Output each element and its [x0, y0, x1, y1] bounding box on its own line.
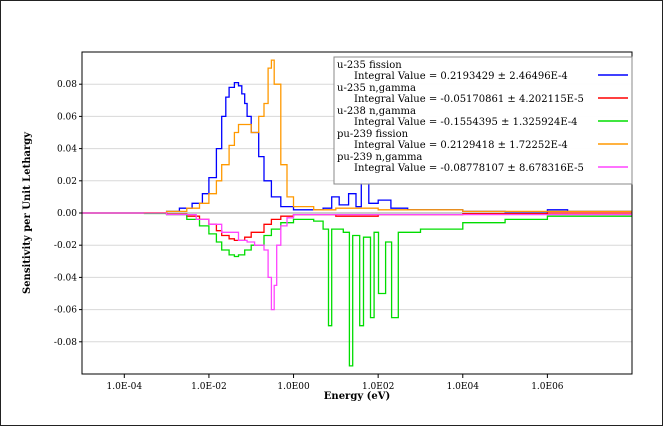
- legend-integral-value: Integral Value = 0.2129418 ± 1.72252E-4: [354, 140, 568, 151]
- y-tick-label: -0.04: [54, 273, 77, 283]
- legend-series-name: pu-239 n,gamma: [337, 152, 422, 163]
- legend-integral-value: Integral Value = -0.08778107 ± 8.678316E…: [354, 163, 584, 174]
- y-tick-label: 0.02: [57, 177, 77, 187]
- legend-integral-value: Integral Value = -0.05170861 ± 4.202115E…: [354, 94, 584, 105]
- x-tick-label: 1.0E02: [362, 382, 394, 392]
- y-tick-label: -0.08: [54, 338, 77, 348]
- y-tick-label: 0.06: [57, 112, 77, 122]
- y-tick-label: -0.06: [54, 306, 77, 316]
- series-line-3: [82, 59, 632, 214]
- legend-series-name: u-235 n,gamma: [337, 83, 416, 94]
- y-tick-label: -0.02: [54, 241, 77, 251]
- x-tick-label: 1.0E-02: [191, 382, 227, 392]
- legend-series-name: u-235 fission: [337, 60, 402, 71]
- y-axis-ticks: 0.08 0.06 0.04 0.02 0.00 -0.02 -0.04 -0.06 -0.08: [54, 80, 82, 348]
- x-tick-label: 1.0E00: [277, 382, 310, 392]
- x-tick-label: 1.0E06: [531, 382, 564, 392]
- x-tick-label: 1.0E04: [447, 382, 480, 392]
- series-line-4: [82, 212, 632, 311]
- y-tick-label: 0.04: [57, 145, 77, 155]
- y-tick-label: 0.00: [57, 209, 77, 219]
- series-line-2: [82, 212, 632, 367]
- series-line-0: [82, 81, 632, 214]
- legend-series-name: u-238 n,gamma: [337, 106, 416, 117]
- legend-integral-value: Integral Value = 0.2193429 ± 2.46496E-4: [354, 71, 568, 82]
- y-axis-label: Sensitivity per Unit Lethargy: [22, 131, 33, 294]
- series-lines: [82, 59, 632, 367]
- legend-box: [333, 56, 633, 185]
- x-axis-ticks: 1.0E-04 1.0E-02 1.0E00 1.0E02 1.0E04 1.0E06: [107, 374, 564, 392]
- legend-series-name: pu-239 fission: [337, 129, 409, 140]
- y-tick-label: 0.08: [57, 80, 77, 90]
- x-axis-label: Energy (eV): [324, 391, 390, 402]
- series-line-1: [82, 212, 632, 242]
- legend-integral-value: Integral Value = -0.1554395 ± 1.325924E-…: [354, 117, 578, 128]
- x-tick-label: 1.0E-04: [107, 382, 143, 392]
